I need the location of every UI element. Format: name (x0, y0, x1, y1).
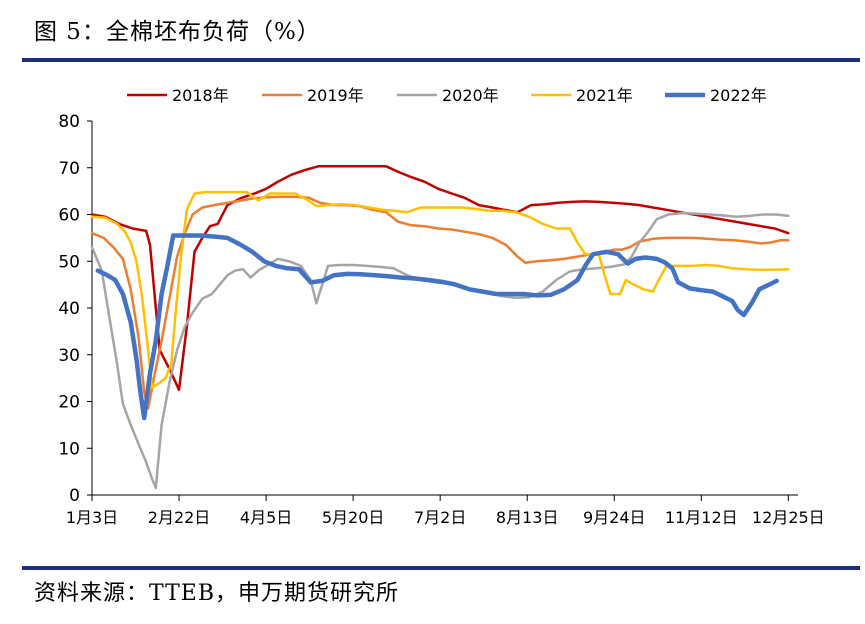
legend-label: 2022年 (710, 86, 767, 105)
top-rule (22, 58, 860, 62)
x-tick-label: 12月25日 (752, 508, 825, 527)
x-tick-label: 9月24日 (583, 508, 646, 527)
y-tick-label: 10 (58, 439, 80, 459)
series-line-2021年 (90, 190, 790, 389)
x-tick-label: 11月12日 (665, 508, 738, 527)
legend-label: 2020年 (442, 86, 499, 105)
series-line-2018年 (90, 165, 790, 392)
y-tick-label: 40 (58, 299, 80, 319)
series-line-2019年 (90, 195, 790, 410)
y-tick-label: 70 (58, 159, 80, 179)
y-tick-label: 20 (58, 393, 80, 413)
plot-area (90, 165, 790, 490)
x-tick-label: 7月2日 (414, 508, 466, 527)
y-tick-label: 80 (58, 112, 80, 132)
y-axis: 0 10 20 30 40 50 60 70 80 (58, 112, 93, 506)
y-tick-label: 50 (58, 252, 80, 272)
legend-label: 2019年 (307, 86, 364, 105)
y-tick-label: 30 (58, 346, 80, 366)
x-tick-label: 4月5日 (240, 508, 292, 527)
x-tick-label: 1月3日 (66, 508, 118, 527)
y-tick-label: 0 (69, 486, 80, 506)
chart-legend: 2018年 2019年 2020年 2021年 2022年 (127, 86, 767, 105)
bottom-rule (22, 566, 860, 570)
series-line-2020年 (90, 211, 790, 490)
figure-title: 图 5：全棉坯布负荷（%） (34, 19, 321, 45)
x-tick-label: 5月20日 (322, 508, 385, 527)
legend-label: 2018年 (172, 86, 229, 105)
series-line-2022年 (95, 233, 779, 421)
x-tick-label: 2月22日 (148, 508, 211, 527)
y-tick-label: 60 (58, 206, 80, 226)
legend-label: 2021年 (576, 86, 633, 105)
x-axis: 1月3日 2月22日 4月5日 5月20日 7月2日 8月13日 9月24日 11月12日 12… (66, 494, 825, 527)
x-tick-label: 8月13日 (496, 508, 559, 527)
source-note: 资料来源：TTEB，申万期货研究所 (34, 581, 399, 606)
